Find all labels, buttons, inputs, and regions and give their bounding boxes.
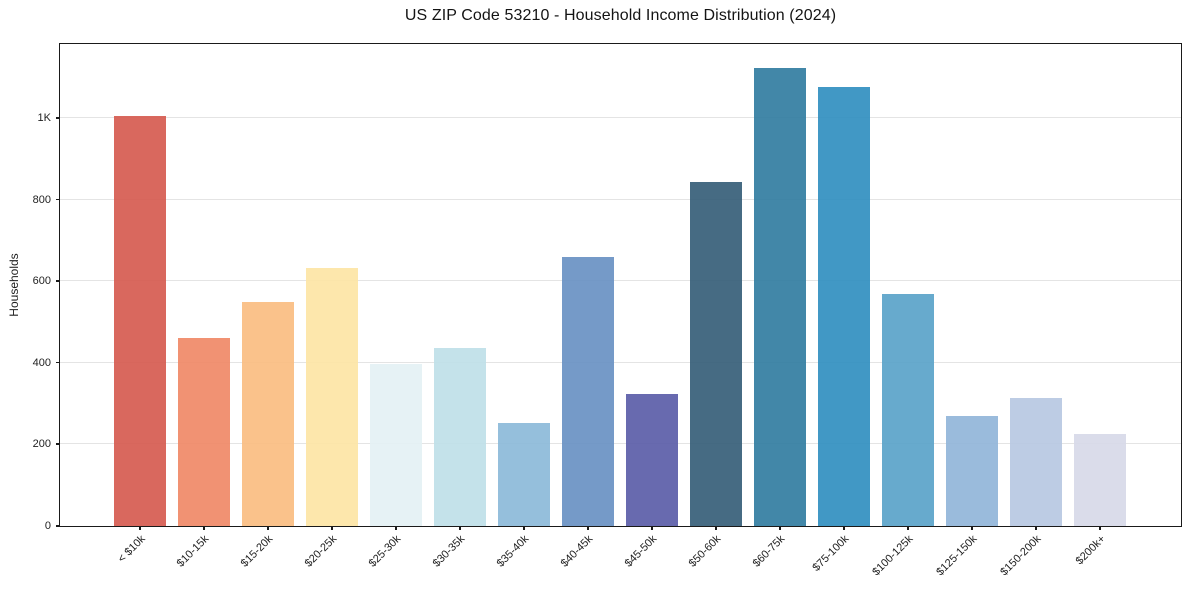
bar [882,293,934,526]
y-tick-mark [56,361,60,364]
y-axis-label: Households [7,253,21,317]
bar [242,301,294,526]
x-tick-mark [1035,526,1037,530]
gridline [60,361,1181,363]
x-tick-label: $75-100k [810,533,852,574]
y-tick-label: 600 [32,275,51,288]
x-tick-label: $20-25k [302,533,340,570]
bar [306,267,358,526]
x-tick-label: $30-35k [430,533,468,570]
bar [434,348,486,526]
x-tick-label: $60-75k [750,533,788,570]
x-tick-mark [267,526,269,530]
gridline [60,280,1181,282]
bar [754,67,806,526]
x-tick-label: $25-30k [366,533,404,570]
y-tick-mark [56,443,60,445]
bar [1010,398,1062,526]
y-tick-label: 1K [37,112,51,125]
bar [626,393,678,526]
x-tick-mark [907,526,909,530]
x-tick-mark [843,526,845,530]
x-tick-mark [139,526,141,530]
y-tick-mark [56,280,60,282]
gridline [60,198,1181,200]
x-tick-label: $100-125k [870,533,916,579]
x-tick-label: $125-150k [934,533,980,579]
y-tick-mark [56,525,60,527]
x-tick-label: $200k+ [1073,533,1108,568]
y-tick-mark [56,117,60,119]
x-tick-mark [203,526,205,530]
x-tick-mark [523,526,525,530]
gridline [60,443,1181,445]
gridline [60,117,1181,119]
x-tick-mark [715,526,717,530]
bar [562,256,614,526]
y-tick-label: 200 [32,438,51,451]
x-tick-label: $50-60k [686,533,724,570]
x-tick-label: $35-40k [494,533,532,570]
x-tick-label: $15-20k [238,533,276,570]
x-tick-mark [1099,526,1101,530]
plot-area: 0 200 400 600 800 1K < $10k $10-15k $15-20k $20-2… [33,43,1182,578]
x-tick-label: $40-45k [558,533,596,570]
x-tick-label: $10-15k [174,533,212,570]
x-tick-mark [651,526,653,530]
bar [114,116,166,526]
x-tick-mark [459,526,461,530]
x-tick-mark [395,526,397,530]
x-tick-mark [331,526,333,530]
bar [498,422,550,526]
bar [690,181,742,526]
x-tick-label: $45-50k [622,533,660,570]
bar [178,337,230,526]
x-tick-mark [971,526,973,530]
bar [1074,433,1126,526]
y-tick-label: 0 [44,520,51,532]
y-tick-mark [56,198,60,201]
y-tick-label: 800 [32,193,51,206]
y-tick-label: 400 [32,356,51,369]
bar [818,86,870,526]
chart-title: US ZIP Code 53210 - Household Income Dis… [404,7,837,24]
x-tick-label: $150-200k [998,533,1044,579]
x-tick-mark [779,526,781,530]
bar [946,415,998,526]
x-tick-mark [587,526,589,530]
x-tick-label: < $10k [115,533,148,566]
bar [370,364,422,526]
